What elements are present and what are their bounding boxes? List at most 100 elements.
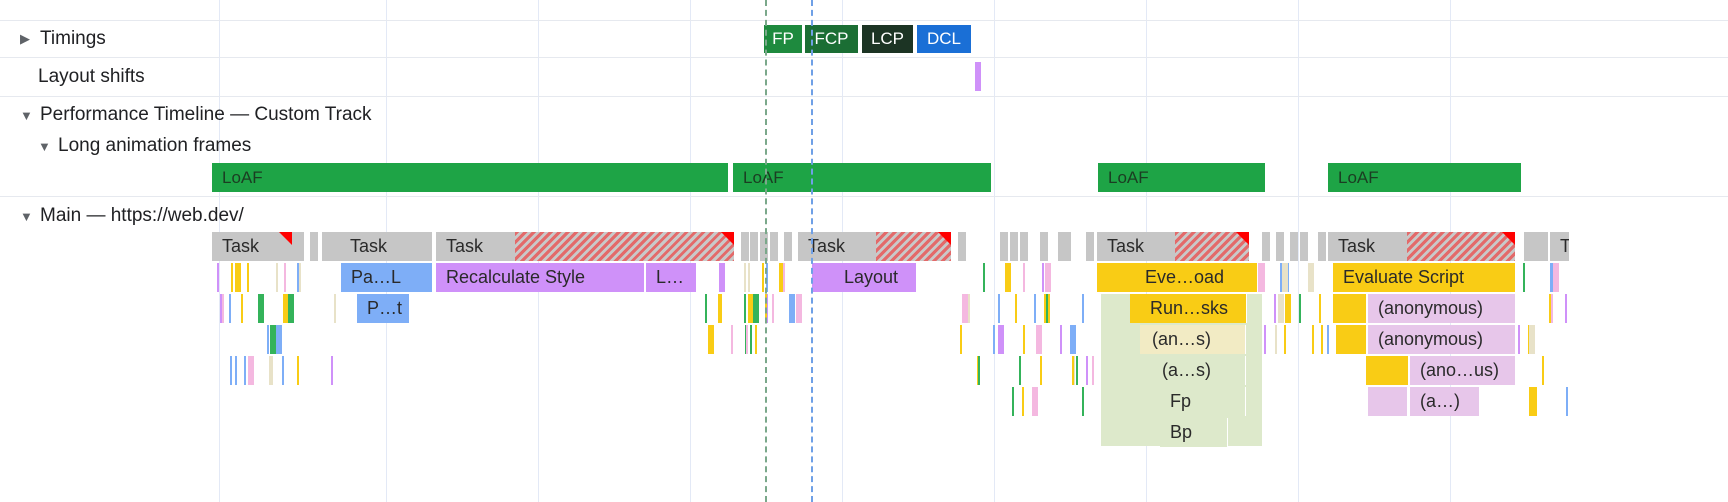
event-paint[interactable]: P…t (357, 294, 410, 323)
minor-event (1527, 325, 1530, 354)
loaf-bar[interactable]: LoAF (733, 163, 991, 192)
minor-task (958, 232, 966, 261)
task[interactable]: T (1550, 232, 1570, 261)
fp-marker-line (765, 0, 767, 502)
loaf-bar[interactable]: LoAF (1098, 163, 1265, 192)
minor-event (1280, 263, 1283, 292)
minor-event (1023, 263, 1026, 292)
loaf-bar[interactable]: LoAF (212, 163, 728, 192)
minor-event (1285, 294, 1292, 323)
minor-event (1274, 294, 1277, 323)
minor-event (1529, 325, 1536, 354)
minor-event (229, 356, 232, 385)
minor-event (1327, 325, 1330, 354)
minor-event (298, 263, 301, 292)
minor-event (276, 263, 279, 292)
minor-event (997, 325, 1004, 354)
layout-shift[interactable] (975, 62, 981, 91)
event-evaluate-script[interactable]: Evaluate Script (1333, 263, 1516, 292)
event-anonymous[interactable]: (ano…us) (1410, 356, 1516, 385)
marker-fp[interactable]: FP (764, 25, 802, 53)
track-main[interactable]: ▼ Main — https://web.dev/ (20, 205, 244, 226)
minor-event (718, 294, 721, 323)
expand-triangle-icon[interactable]: ▶ (20, 31, 30, 46)
task[interactable]: Task (798, 232, 952, 261)
marker-dcl[interactable]: DCL (917, 25, 971, 53)
event-anonymous[interactable]: (a…s) (1156, 356, 1246, 385)
minor-event (1319, 294, 1322, 323)
task[interactable]: Task (1328, 232, 1516, 261)
minor-task (1058, 232, 1066, 261)
minor-task (1300, 232, 1308, 261)
track-loaf[interactable]: ▼ Long animation frames (38, 135, 252, 156)
minor-event (244, 356, 247, 385)
marker-fcp[interactable]: FCP (805, 25, 858, 53)
minor-event (720, 294, 722, 323)
event-bp[interactable]: Bp (1160, 418, 1228, 447)
event-load[interactable]: Eve…oad (1097, 263, 1258, 292)
task[interactable]: Task (340, 232, 433, 261)
event-recalculate-style[interactable]: Recalculate Style (436, 263, 645, 292)
event-paint-layer[interactable]: Pa…L (341, 263, 433, 292)
marker-lcp[interactable]: LCP (862, 25, 913, 53)
event-anonymous[interactable]: (a…) (1410, 387, 1480, 416)
minor-task (750, 232, 758, 261)
minor-event (1033, 294, 1036, 323)
event-script[interactable] (1336, 325, 1367, 354)
minor-task (322, 232, 330, 261)
task[interactable]: Task (436, 232, 735, 261)
task[interactable]: Task (1097, 232, 1250, 261)
minor-event (1081, 387, 1084, 416)
minor-event (1522, 263, 1525, 292)
minor-task (1086, 232, 1094, 261)
minor-task (1010, 232, 1018, 261)
minor-event (967, 294, 970, 323)
track-custom[interactable]: ▼ Performance Timeline — Custom Track (20, 104, 372, 125)
event-script[interactable] (1366, 356, 1409, 385)
collapse-triangle-icon[interactable]: ▼ (38, 138, 51, 154)
event-fp[interactable]: Fp (1160, 387, 1246, 416)
minor-event (330, 356, 333, 385)
minor-event (762, 263, 765, 292)
minor-event (1076, 356, 1079, 385)
track-timings[interactable]: ▶ Timings (20, 28, 106, 49)
event-anonymous[interactable]: (anonymous) (1368, 325, 1516, 354)
minor-event (1517, 325, 1520, 354)
minor-task (1290, 232, 1298, 261)
loaf-bar[interactable]: LoAF (1328, 163, 1521, 192)
minor-event (266, 325, 269, 354)
event-run-tasks[interactable]: Run…sks (1130, 294, 1247, 323)
minor-event (235, 356, 238, 385)
minor-task (334, 232, 342, 261)
minor-event (1041, 263, 1044, 292)
event-layout[interactable]: L… (646, 263, 697, 292)
minor-event (1552, 263, 1559, 292)
minor-event (271, 356, 274, 385)
minor-task (1540, 232, 1548, 261)
minor-task (1040, 232, 1048, 261)
minor-event (1284, 325, 1287, 354)
minor-event (283, 263, 286, 292)
long-task-marker (279, 232, 292, 245)
event-anonymous[interactable]: (an…s) (1140, 325, 1246, 354)
minor-event (229, 294, 232, 323)
event-anonymous[interactable]: (anonymous) (1368, 294, 1516, 323)
track-layout-shifts[interactable]: Layout shifts (38, 66, 145, 87)
minor-task (1063, 232, 1071, 261)
minor-event (1040, 356, 1043, 385)
collapse-triangle-icon[interactable]: ▼ (20, 208, 33, 224)
minor-event (1274, 325, 1277, 354)
minor-event (1299, 294, 1302, 323)
minor-event (705, 294, 708, 323)
minor-event (744, 263, 747, 292)
event-anonymous[interactable] (1368, 387, 1408, 416)
event-layout[interactable]: Layout (812, 263, 917, 292)
collapse-triangle-icon[interactable]: ▼ (20, 107, 33, 123)
minor-event (1542, 356, 1545, 385)
minor-event (1551, 294, 1554, 323)
minor-event (978, 356, 981, 385)
task[interactable]: Task (212, 232, 305, 261)
event-script[interactable] (1333, 294, 1367, 323)
minor-event (750, 294, 753, 323)
minor-task (770, 232, 778, 261)
